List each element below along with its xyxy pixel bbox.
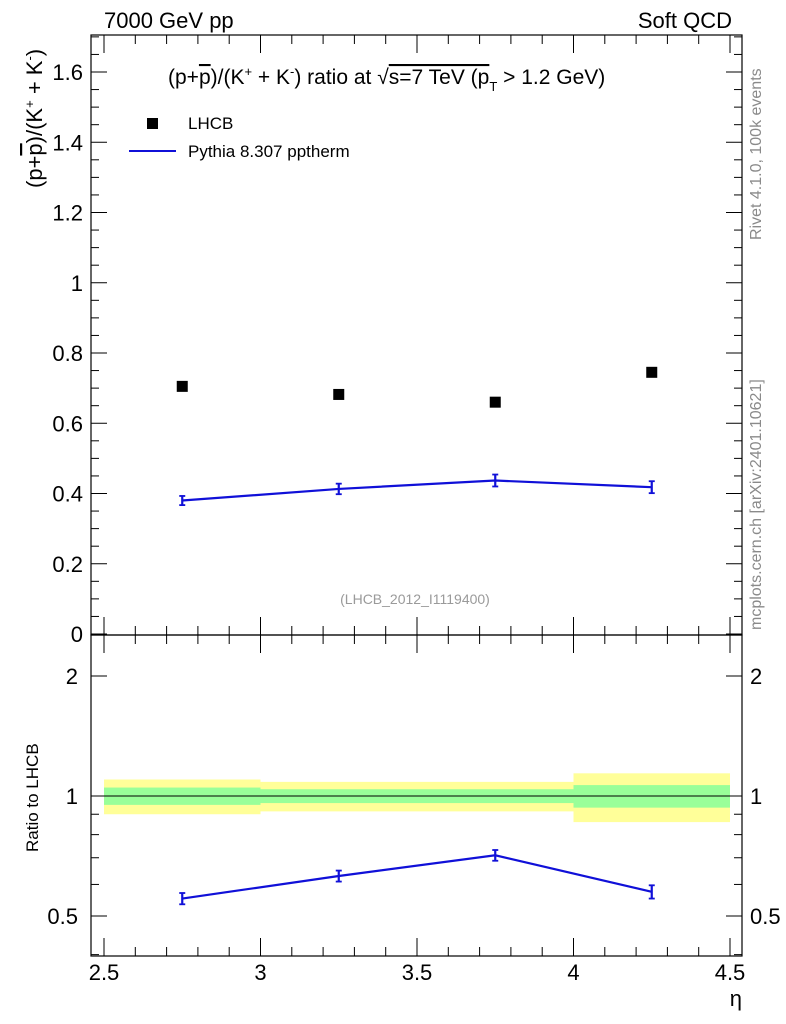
ylabel-plus-sup: + [22, 100, 37, 108]
main-data-series [176, 366, 658, 408]
title-ratio-text: ) ratio at [294, 66, 377, 89]
data-point [333, 388, 345, 400]
ratio-ytick-label-left: 2 [66, 664, 78, 689]
main-ytick-label: 0.6 [52, 411, 83, 436]
mc-line [182, 479, 652, 502]
xaxis-label: η [730, 986, 742, 1011]
ratio-ytick-label-right: 2 [750, 664, 762, 689]
ratio-ylabel: Ratio to LHCB [23, 743, 42, 852]
title-mid: )/(K [211, 66, 245, 89]
legend-mc-label: Pythia 8.307 pptherm [188, 142, 350, 161]
ratio-uncertainty-bands [104, 773, 730, 823]
ylabel-plus-text: + K [22, 60, 47, 100]
xtick-labels: 2.5 3 3.5 4 4.5 [89, 960, 746, 985]
ratio-ytick-label-right: 1 [750, 784, 762, 809]
ratio-panel: 0.5 0.5 1 1 2 2 2.5 3 3.5 4 4.5 Ratio to LHCB η [23, 634, 781, 1011]
ratio-ytick-label-left: 0.5 [47, 904, 78, 929]
xtick-label: 3 [254, 960, 266, 985]
title-plus-sup: + [244, 64, 252, 79]
ratio-axis-ticks [91, 635, 742, 956]
legend-data-marker [147, 118, 158, 129]
ylabel-mid: )/(K [22, 108, 47, 144]
title-sqrt: √ [377, 66, 389, 89]
ylabel-close: ) [22, 49, 47, 56]
main-ytick-label: 0.8 [52, 341, 83, 366]
data-point [176, 380, 188, 392]
ylabel-prefix: (p+ [22, 156, 47, 188]
header-category-label: Soft QCD [638, 8, 732, 33]
xtick-label: 4.5 [715, 960, 746, 985]
main-mc-series [179, 473, 655, 506]
xtick-label: 2.5 [89, 960, 120, 985]
ratio-ytick-label-left: 1 [66, 784, 78, 809]
ratio-mc-series [179, 849, 655, 906]
ylabel-minus-sup: - [22, 56, 37, 60]
xtick-label: 4 [567, 960, 579, 985]
main-ytick-label: 1.6 [52, 60, 83, 85]
data-point [489, 396, 501, 408]
ratio-ytick-label-right: 0.5 [750, 904, 781, 929]
title-sub-t: T [489, 79, 497, 94]
data-point [646, 366, 658, 378]
main-ytick-label: 0.4 [52, 482, 83, 507]
legend: LHCB Pythia 8.307 pptherm [129, 114, 350, 161]
chart-title: (p+p)/(K+ + K-) ratio at √s=7 TeV (pT > … [168, 64, 605, 94]
title-pbar: p [199, 66, 211, 89]
title-cut-text: > 1.2 GeV) [497, 66, 605, 89]
title-s-text: s=7 TeV (p [389, 66, 490, 89]
main-ytick-label: 0.2 [52, 552, 83, 577]
title-plus-text: + K [252, 66, 290, 89]
main-panel: 00.20.40.60.811.21.41.6 (p+p)/(K+ + K-) … [22, 34, 743, 647]
main-axis-ticks [91, 35, 742, 635]
title-minus-sup: - [290, 64, 294, 79]
ratio-ytick-labels: 0.5 0.5 1 1 2 2 [47, 664, 780, 929]
ratio-mc-line [182, 854, 652, 900]
main-ylabel: (p+p)/(K+ + K-) [22, 49, 47, 188]
header-energy-label: 7000 GeV pp [104, 8, 234, 33]
xtick-label: 3.5 [402, 960, 433, 985]
main-ytick-label: 1.2 [52, 201, 83, 226]
mcplots-source-label: mcplots.cern.ch [arXiv:2401.10621] [748, 379, 765, 630]
main-ytick-labels: 0 0.2 0.4 0.6 0.8 1 1.2 1.4 1.6 [52, 60, 83, 647]
main-ytick-label: 1.4 [52, 130, 83, 155]
main-ytick-label: 0 [71, 622, 83, 647]
ylabel-pbar: p [22, 143, 47, 155]
title-prefix: (p+ [168, 66, 199, 89]
main-ytick-label: 1 [71, 271, 83, 296]
ratio-plot-frame [90, 634, 743, 957]
rivet-version-label: Rivet 4.1.0, 100k events [748, 68, 765, 240]
legend-data-label: LHCB [188, 114, 233, 133]
analysis-id-label: (LHCB_2012_I1119400) [340, 591, 490, 607]
